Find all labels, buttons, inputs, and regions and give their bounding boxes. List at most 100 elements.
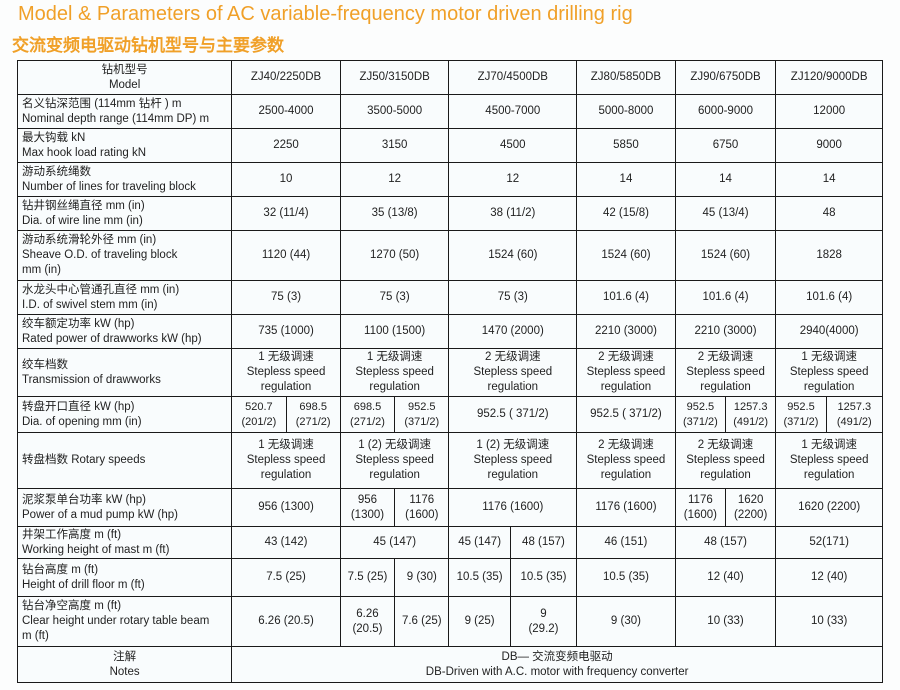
- notes-en: DB-Driven with A.C. motor with frequency…: [425, 665, 689, 678]
- label-cn: 游动系统绳数: [22, 165, 91, 178]
- label-cn: 绞车额定功率 kW (hp): [22, 317, 135, 330]
- label-en: Transmission of drawworks: [22, 373, 161, 386]
- cell-line: 1 无级调速: [801, 351, 857, 363]
- cell-line: (271/2): [350, 415, 385, 428]
- cell-line: Stepless speed: [686, 454, 765, 466]
- header-label-cn: 钻机型号: [101, 63, 148, 76]
- label-en: Power of a mud pump kW (hp): [22, 508, 178, 521]
- value-cell: 5000-8000: [576, 94, 676, 129]
- value-cell: 1 无级调速 Stepless speed regulation: [231, 348, 341, 397]
- cell-line: regulation: [487, 469, 539, 481]
- value-cell: 1524 (60): [674, 230, 777, 281]
- value-cell: 2 无级调速 Stepless speed regulation: [674, 348, 777, 397]
- value-cell: 3150: [339, 128, 450, 163]
- label-cn: 水龙头中心管通孔直径 mm (in): [22, 283, 180, 296]
- cell-line: regulation: [260, 469, 312, 481]
- row-label: 泥浆泵单台功率 kW (hp) Power of a mud pump kW (…: [16, 488, 233, 527]
- value-cell: 1176 (1600): [674, 488, 727, 527]
- value-cell: 1828: [775, 230, 883, 281]
- row-label: 井架工作高度 m (ft) Working height of mast m (…: [16, 526, 233, 559]
- value-cell: 2 无级调速 Stepless speed regulation: [576, 348, 676, 397]
- value-cell: 952.5 (371/2): [394, 396, 450, 433]
- row-label: 水龙头中心管通孔直径 mm (in) I.D. of swivel stem m…: [16, 280, 233, 315]
- row-clear: 钻台净空高度 m (ft) Clear height under rotary …: [16, 596, 883, 647]
- value-cell: 2210 (3000): [576, 314, 676, 349]
- value-cell: 10.5 (35): [576, 558, 676, 597]
- value-cell: 45 (147): [339, 526, 450, 559]
- value-cell: 2500-4000: [231, 94, 341, 129]
- value-cell: 48: [775, 196, 883, 231]
- cell-line: Stepless speed: [355, 366, 434, 378]
- value-cell: 32 (11/4): [231, 196, 341, 231]
- cell-line: 698.5: [353, 400, 382, 413]
- cell-line: 2 无级调速: [598, 439, 654, 451]
- cell-line: (491/2): [836, 415, 872, 428]
- value-cell: 12: [448, 162, 578, 197]
- label-en: Height of drill floor m (ft): [22, 578, 145, 591]
- value-cell: 956 (1300): [339, 488, 396, 527]
- value-cell: 14: [775, 162, 883, 197]
- value-cell: 2 无级调速 Stepless speed regulation: [448, 348, 578, 397]
- cell-line: 952.5: [686, 400, 715, 413]
- cell-line: Stepless speed: [789, 366, 869, 378]
- cell-line: (201/2): [241, 415, 277, 428]
- cell-line: regulation: [803, 381, 855, 393]
- row-sheave: 游动系统滑轮外径 mm (in) Sheave O.D. of travelin…: [16, 230, 883, 281]
- value-cell: 2210 (3000): [674, 314, 777, 349]
- value-cell: 1524 (60): [448, 230, 578, 281]
- value-cell: 6000-9000: [674, 94, 777, 129]
- header-label: 钻机型号 Model: [16, 60, 233, 95]
- cell-line: 2 无级调速: [485, 351, 541, 363]
- value-cell: 14: [576, 162, 676, 197]
- value-cell: 1 (2) 无级调速 Stepless speed regulation: [339, 432, 450, 489]
- value-cell: 1100 (1500): [339, 314, 450, 349]
- value-cell: 38 (11/2): [448, 196, 578, 231]
- label-cn: 注解: [113, 650, 137, 663]
- cell-line: (491/2): [733, 415, 769, 428]
- label-en: Sheave O.D. of traveling block: [22, 249, 178, 261]
- label-cn: 钻台高度 m (ft): [22, 563, 99, 576]
- row-label: 转盘开口直径 kW (hp) Dia. of opening mm (in): [16, 396, 233, 433]
- cell-line: (371/2): [404, 415, 440, 428]
- cell-line: Stepless speed: [473, 366, 553, 378]
- cell-line: 6.26: [356, 607, 379, 620]
- cell-line: 952.5: [787, 400, 815, 413]
- value-cell: 9 (30): [576, 596, 676, 647]
- cell-line: Stepless speed: [246, 454, 326, 466]
- value-cell: 48 (157): [509, 526, 578, 559]
- value-cell: 698.5 (271/2): [285, 396, 341, 433]
- label-cn: 钻台净空高度 m (ft): [22, 600, 122, 612]
- value-cell: 10.5 (35): [448, 558, 511, 597]
- row-label: 转盘档数 Rotary speeds: [16, 432, 233, 489]
- row-hook: 最大钩载 kN Max hook load rating kN 2250 315…: [16, 128, 883, 163]
- cell-line: (1600): [405, 508, 439, 521]
- value-cell: 46 (151): [576, 526, 676, 559]
- value-cell: 14: [674, 162, 777, 197]
- value-cell: 3500-5000: [339, 94, 450, 129]
- title-cn: 交流变频电驱动钻机型号与主要参数: [12, 36, 284, 55]
- title-en: Model & Parameters of AC variable-freque…: [18, 3, 633, 25]
- row-opening: 转盘开口直径 kW (hp) Dia. of opening mm (in) 5…: [16, 396, 884, 433]
- value-cell: 101.6 (4): [674, 280, 777, 315]
- cell-line: Stepless speed: [686, 366, 765, 378]
- label-en: Nominal depth range (114mm DP) m: [22, 112, 210, 125]
- value-cell: 1470 (2000): [448, 314, 578, 349]
- value-cell: 2940(4000): [775, 314, 883, 349]
- cell-line: 2 无级调速: [598, 351, 654, 363]
- label-cn: 游动系统滑轮外径 mm (in): [22, 234, 157, 246]
- cell-line: 9: [540, 607, 547, 620]
- value-cell: 1176 (1600): [448, 488, 578, 527]
- value-cell: 952.5 ( 371/2): [448, 396, 578, 433]
- value-cell: 1524 (60): [576, 230, 676, 281]
- value-cell: 4500-7000: [448, 94, 578, 129]
- cell-line: 1620: [737, 493, 764, 506]
- label-cn: 泥浆泵单台功率 kW (hp): [22, 493, 146, 506]
- row-lines: 游动系统绳数 Number of lines for traveling blo…: [16, 162, 883, 197]
- label-en: Number of lines for traveling block: [22, 180, 196, 193]
- row-label: 绞车档数 Transmission of drawworks: [16, 348, 233, 397]
- model-cell: ZJ40/2250DB: [231, 60, 341, 95]
- cell-line: 1 (2) 无级调速: [358, 439, 432, 451]
- value-cell: 52(171): [775, 526, 883, 559]
- value-cell: 6.26 (20.5): [339, 596, 396, 647]
- row-label: 钻井钢丝绳直径 mm (in) Dia. of wire line mm (in…: [16, 196, 233, 231]
